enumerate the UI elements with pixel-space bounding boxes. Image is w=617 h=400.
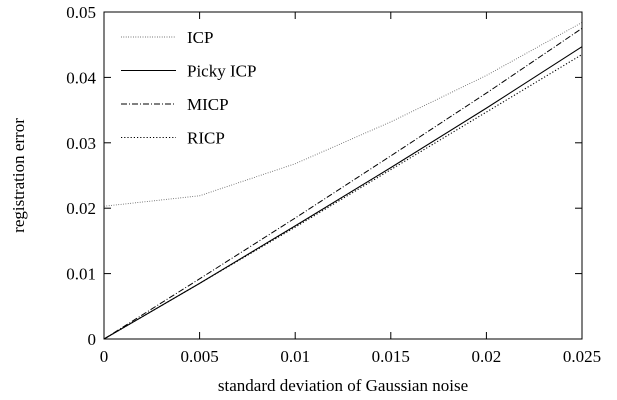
y-tick-label: 0.05: [66, 3, 96, 22]
series-line-micp: [103, 27, 583, 340]
x-tick-label: 0: [100, 347, 109, 366]
x-axis-label: standard deviation of Gaussian noise: [218, 376, 468, 395]
legend-label: MICP: [187, 95, 229, 114]
y-tick-label: 0.04: [66, 68, 96, 87]
legend-label: RICP: [187, 129, 225, 148]
legend: ICP Picky ICP MICP RICP: [121, 28, 256, 148]
x-tick-label: 0.005: [180, 347, 218, 366]
y-tick-label: 0.01: [66, 265, 96, 284]
y-tick-label: 0.02: [66, 199, 96, 218]
series-line-picky-icp: [103, 46, 583, 340]
series-layer: [103, 22, 583, 340]
plot-frame: [103, 11, 583, 340]
ticks-layer: 0 0.005 0.01 0.015 0.02 0.025 0 0.01 0.02 0.03 0.0…: [66, 3, 601, 366]
y-tick-label: 0: [88, 330, 97, 349]
series-line-icp: [103, 22, 583, 207]
x-tick-label: 0.01: [280, 347, 310, 366]
y-axis-label: registration error: [9, 118, 28, 233]
legend-label: Picky ICP: [187, 62, 256, 81]
y-tick-label: 0.03: [66, 134, 96, 153]
x-tick-label: 0.015: [372, 347, 410, 366]
x-tick-label: 0.025: [563, 347, 601, 366]
x-tick-label: 0.02: [472, 347, 502, 366]
legend-label: ICP: [187, 28, 213, 47]
